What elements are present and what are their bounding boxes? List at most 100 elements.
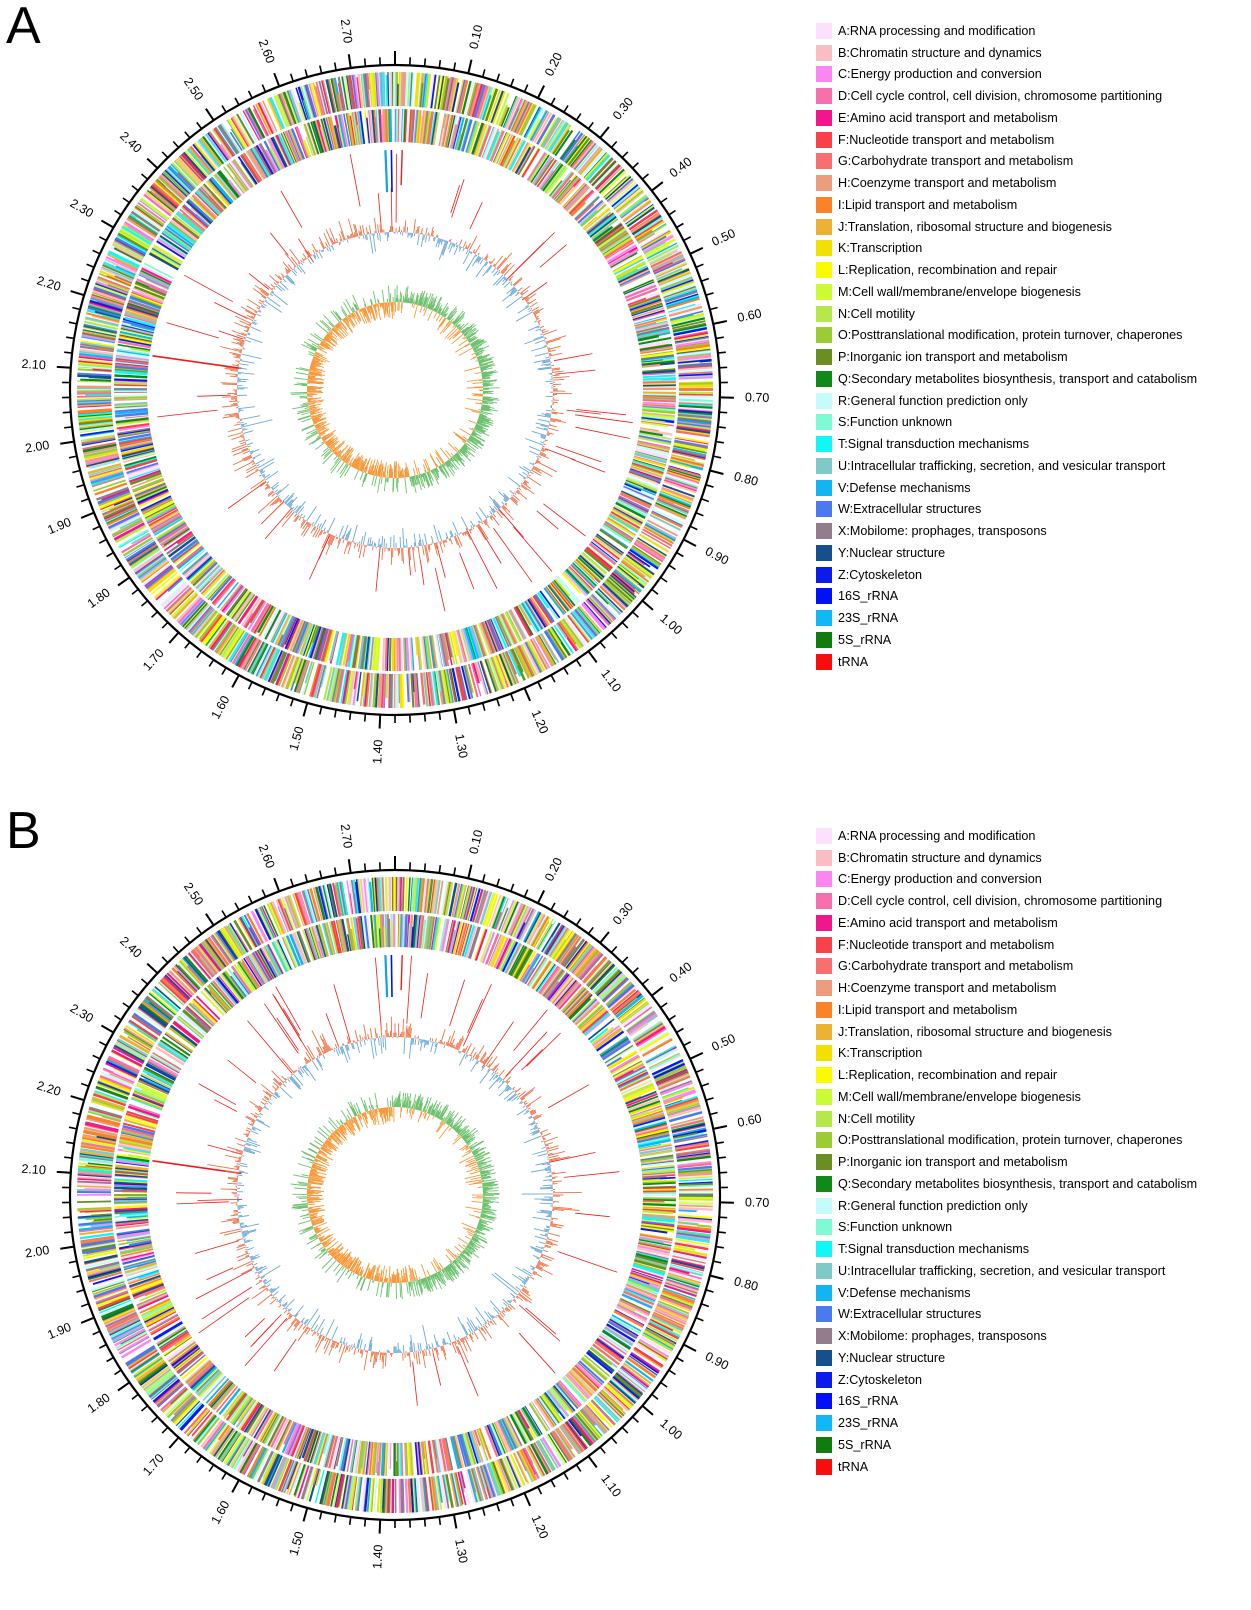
gc-bar <box>465 246 468 250</box>
minor-tick <box>550 97 556 106</box>
skew-bar <box>322 452 334 465</box>
gene-mark <box>130 347 151 353</box>
skew-bar <box>471 427 475 430</box>
gene-mark <box>338 127 345 148</box>
gene-mark <box>414 109 419 143</box>
gc-bar <box>298 264 306 274</box>
gene-mark <box>575 144 599 172</box>
gene-mark <box>638 432 672 441</box>
gene-mark <box>595 164 621 191</box>
minor-tick <box>80 498 90 503</box>
skew-bar <box>378 299 380 304</box>
gene-mark <box>313 627 326 660</box>
gene-mark <box>477 890 489 924</box>
skew-bar <box>310 411 323 416</box>
gene-mark <box>527 639 547 671</box>
tick-label: 0.40 <box>667 959 695 985</box>
gene-mark <box>353 74 360 109</box>
gc-bar <box>280 273 285 278</box>
gene-mark <box>654 261 687 277</box>
minor-tick <box>184 1446 191 1454</box>
skew-bar <box>316 424 326 431</box>
gene-mark <box>162 229 192 251</box>
gene-mark <box>429 671 436 706</box>
gene-mark <box>596 226 625 248</box>
gene-mark <box>366 110 372 144</box>
major-tick <box>689 1051 704 1060</box>
skew-bar <box>409 476 411 482</box>
gene-mark <box>401 673 405 708</box>
gc-bar <box>475 254 478 257</box>
skew-bar <box>332 310 342 321</box>
minor-tick <box>348 711 352 721</box>
gene-mark <box>381 72 386 107</box>
gc-bar <box>464 245 468 249</box>
skew-bar <box>317 347 328 354</box>
gene-mark <box>636 327 670 338</box>
skew-bar <box>301 404 309 407</box>
major-tick <box>70 290 85 297</box>
skew-bar <box>433 468 440 479</box>
gc-bar <box>246 305 258 313</box>
gene-mark <box>676 1227 711 1234</box>
gene-mark <box>606 518 636 538</box>
major-tick <box>537 890 545 904</box>
minor-tick <box>80 277 90 282</box>
skew-bar <box>359 309 362 312</box>
legend-item: O:Posttranslational modification, protei… <box>816 325 1197 347</box>
gene-mark <box>115 236 147 256</box>
gene-mark <box>663 1284 697 1298</box>
gc-bar <box>225 372 238 376</box>
tick-label: 0.10 <box>466 829 485 856</box>
gc-bar <box>540 424 549 428</box>
minor-tick <box>510 78 515 87</box>
gc-bar <box>356 543 359 547</box>
gene-mark <box>77 411 112 417</box>
gene-mark <box>495 92 510 126</box>
gene-mark <box>525 641 543 673</box>
gene-mark <box>619 493 651 509</box>
gc-bar <box>233 356 241 359</box>
gene-mark <box>212 128 234 158</box>
gene-mark <box>357 635 365 669</box>
gc-bar <box>259 474 262 477</box>
gc-bar <box>540 435 546 439</box>
gene-mark <box>470 1468 482 1502</box>
gene-mark <box>146 190 175 214</box>
gene-mark <box>562 183 587 209</box>
gene-mark <box>290 88 304 122</box>
skew-bar <box>478 358 493 364</box>
gene-mark <box>523 1447 534 1465</box>
major-tick <box>537 85 545 99</box>
gene-mark <box>596 1393 623 1419</box>
gene-mark <box>371 637 377 671</box>
gene-mark <box>671 1259 705 1270</box>
gene-mark <box>574 196 600 221</box>
skew-bar <box>473 349 477 352</box>
gene-mark <box>202 183 227 210</box>
gene-mark <box>421 110 427 144</box>
gene-mark <box>119 330 153 340</box>
panel-b: B 0.10 0.20 0.30 0.40 0.50 0.60 0.70 0.80 0.90 1.… <box>0 805 1251 1610</box>
skew-bar <box>423 307 426 312</box>
minor-tick <box>234 902 240 911</box>
skew-bar <box>330 459 342 474</box>
gene-mark <box>216 625 237 655</box>
gc-bar <box>515 292 520 297</box>
gene-mark <box>652 1061 685 1078</box>
legend-swatch <box>816 218 832 235</box>
gene-mark <box>252 104 270 136</box>
gene-mark <box>550 123 571 154</box>
gene-mark <box>556 177 580 204</box>
gene-mark <box>617 998 647 1021</box>
gene-mark <box>669 1267 690 1275</box>
skew-bar <box>389 464 392 478</box>
gc-bar <box>544 337 547 340</box>
gene-mark <box>551 929 572 959</box>
gene-mark <box>451 1472 461 1507</box>
gc-bar <box>490 515 493 519</box>
skew-bar <box>313 357 320 361</box>
trna-mark <box>536 510 559 530</box>
gc-bar <box>545 335 567 343</box>
skew-bar <box>481 370 497 374</box>
